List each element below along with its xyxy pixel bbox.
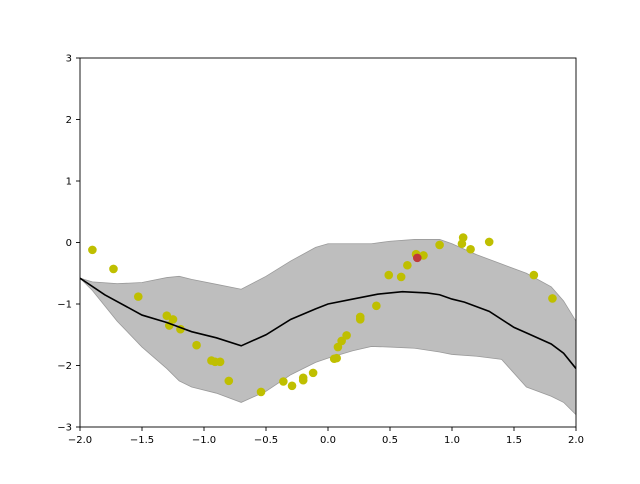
x-tick-label: 1.0 — [444, 435, 460, 446]
scatter-point — [412, 253, 422, 263]
scatter-point — [403, 260, 412, 270]
x-tick-label: 0.5 — [382, 435, 398, 446]
scatter-point — [355, 312, 365, 322]
x-tick-label: −1.5 — [130, 435, 154, 446]
scatter-point — [548, 294, 557, 303]
scatter-point — [133, 292, 143, 301]
y-tick-label: 3 — [66, 54, 72, 65]
scatter-point — [529, 270, 539, 280]
scatter-point — [435, 240, 444, 250]
scatter-point — [224, 376, 234, 386]
scatter-point — [298, 373, 308, 383]
x-tick-label: −1.0 — [192, 435, 216, 446]
scatter-point — [256, 387, 266, 397]
scatter-point — [396, 272, 406, 282]
scatter-point — [88, 245, 97, 255]
y-tick-label: −3 — [57, 423, 72, 434]
scatter-point — [332, 353, 341, 363]
scatter-point — [162, 311, 172, 320]
scatter-point — [192, 340, 201, 350]
x-tick-label: −2.0 — [68, 435, 92, 446]
y-tick-label: −2 — [57, 361, 72, 372]
scatter-point — [458, 233, 468, 242]
confidence-band — [80, 239, 576, 416]
y-tick-label: 1 — [66, 177, 72, 188]
y-tick-label: −1 — [57, 300, 72, 311]
x-tick-label: 1.5 — [506, 435, 522, 446]
scatter-point — [484, 237, 494, 247]
plot-area — [80, 233, 576, 416]
x-tick-label: 0.0 — [320, 435, 336, 446]
axes: −2.0 −1.5 −1.0 −0.5 0.0 0.5 1.0 1.5 2.0 −3 −2 −1 0 1 2… — [57, 54, 584, 447]
scatter-point — [109, 264, 118, 274]
scatter-point — [215, 357, 225, 367]
x-tick-label: −0.5 — [254, 435, 278, 446]
scatter-point — [384, 270, 394, 280]
x-tick-label: 2.0 — [568, 435, 584, 446]
y-tick-label: 0 — [66, 238, 72, 249]
scatter-point — [168, 315, 178, 324]
y-tick-label: 2 — [66, 115, 72, 126]
scatter-point — [308, 368, 318, 378]
scatter-point — [279, 377, 288, 386]
scatter-point — [287, 381, 297, 391]
mean-line — [80, 277, 576, 370]
scatter-point — [466, 244, 475, 254]
scatter-point — [337, 336, 346, 346]
scatter-point — [372, 301, 381, 311]
scatter-point — [342, 331, 351, 340]
